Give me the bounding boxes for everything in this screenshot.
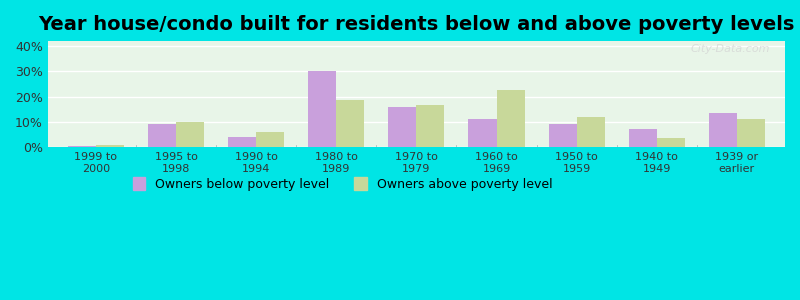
Bar: [629, 130, 657, 147]
Bar: [336, 100, 364, 147]
Text: City-Data.com: City-Data.com: [690, 44, 770, 54]
Bar: [577, 117, 605, 147]
Bar: [388, 107, 416, 147]
Bar: [228, 137, 256, 147]
Bar: [549, 124, 577, 147]
Bar: [416, 106, 445, 147]
Title: Year house/condo built for residents below and above poverty levels: Year house/condo built for residents bel…: [38, 15, 794, 34]
Bar: [657, 138, 685, 147]
Bar: [256, 132, 284, 147]
Bar: [96, 145, 124, 147]
Bar: [308, 71, 336, 147]
Bar: [709, 113, 737, 147]
Bar: [469, 119, 497, 147]
Bar: [737, 119, 765, 147]
Legend: Owners below poverty level, Owners above poverty level: Owners below poverty level, Owners above…: [128, 172, 558, 196]
Bar: [176, 122, 204, 147]
Bar: [497, 90, 525, 147]
Bar: [148, 124, 176, 147]
Bar: [68, 146, 96, 147]
